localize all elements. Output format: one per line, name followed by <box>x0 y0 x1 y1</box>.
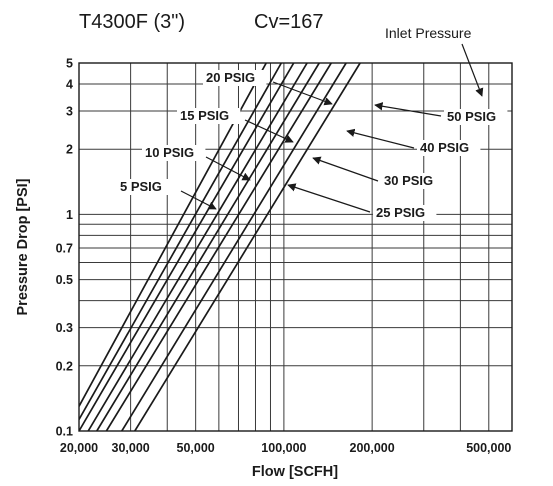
series-label-bg <box>381 173 445 189</box>
series-label-bg <box>142 145 206 161</box>
x-tick-label: 50,000 <box>177 441 215 455</box>
series-line <box>121 63 347 431</box>
y-tick-labels: 0.1 0.2 0.3 0.5 0.7 1 2 3 4 5 <box>56 57 73 439</box>
plot-frame <box>78 62 513 432</box>
chart-title: T4300F (3") <box>79 11 185 33</box>
x-tick-label: 500,000 <box>466 441 511 455</box>
x-tick-labels: 20,000 30,000 50,000 100,000 200,000 500,000 <box>60 441 512 455</box>
leader-arrow <box>346 128 415 149</box>
x-tick-label: 200,000 <box>350 441 395 455</box>
y-tick-label: 0.2 <box>56 359 73 373</box>
series-labels: 5 PSIG 10 PSIG 15 PSIG 20 PSIG 25 PSIG 30 PSI… <box>117 70 508 221</box>
series-label-bg <box>203 70 267 86</box>
leader-arrow <box>244 119 294 143</box>
annotation-arrows <box>180 43 484 213</box>
series-label: 20 PSIG <box>206 70 255 85</box>
series-label-bg <box>117 179 173 195</box>
y-tick-label: 0.1 <box>56 425 73 439</box>
leader-arrow <box>312 156 379 182</box>
x-tick-label: 100,000 <box>261 441 306 455</box>
series-label-bg <box>417 140 481 156</box>
chart-subtitle: Cv=167 <box>254 11 324 33</box>
y-tick-label: 5 <box>66 57 73 71</box>
series-label: 15 PSIG <box>180 108 229 123</box>
x-axis-label: Flow [SCFH] <box>252 464 338 480</box>
series-label: 10 PSIG <box>145 145 194 160</box>
x-tick-label: 30,000 <box>112 441 150 455</box>
y-tick-label: 0.7 <box>56 241 73 255</box>
series-label-bg <box>373 205 437 221</box>
series-line <box>134 63 361 431</box>
inlet-pressure-arrow <box>461 43 484 97</box>
series-label: 40 PSIG <box>420 140 469 155</box>
y-tick-label: 1 <box>66 208 73 222</box>
series-label: 30 PSIG <box>384 173 433 188</box>
y-tick-label: 0.3 <box>56 321 73 335</box>
series-line <box>79 63 295 431</box>
series-line <box>96 63 320 431</box>
x-tick-label: 20,000 <box>60 441 98 455</box>
leader-arrow <box>272 81 333 106</box>
y-axis-label: Pressure Drop [PSI] <box>15 178 31 315</box>
y-tick-label: 0.5 <box>56 273 73 287</box>
leader-arrow <box>205 156 251 181</box>
series-label: 25 PSIG <box>376 205 425 220</box>
series-label: 50 PSIG <box>447 109 496 124</box>
series-line <box>105 63 332 431</box>
leader-arrow <box>180 190 217 210</box>
y-tick-label: 2 <box>66 143 73 157</box>
series-label-bg <box>444 109 508 125</box>
leader-arrow <box>374 102 442 117</box>
y-tick-label: 3 <box>66 105 73 119</box>
legend-title: Inlet Pressure <box>385 25 472 41</box>
series-label-bg <box>177 108 241 124</box>
series-label: 5 PSIG <box>120 179 162 194</box>
leader-arrow <box>287 183 371 213</box>
series-line <box>79 63 283 420</box>
y-tick-label: 4 <box>66 77 73 91</box>
series-line <box>87 63 308 431</box>
